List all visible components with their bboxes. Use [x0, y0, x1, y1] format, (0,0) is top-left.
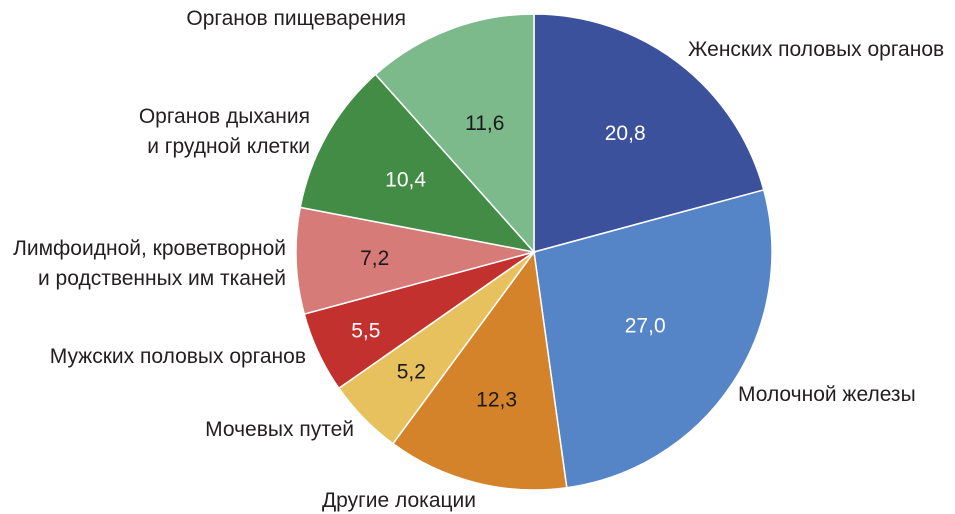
slice-category-label: Лимфоидной, кроветворной и родственных им… [13, 237, 286, 290]
slice-category-label: Молочной железы [738, 383, 916, 406]
pie-slice [295, 206, 535, 315]
slice-value-label: 12,3 [476, 389, 517, 412]
slice-category-label: Органов дыхания и грудной клетки [139, 105, 310, 158]
pie-slices [295, 13, 773, 491]
value-labels: 20,8 27,0 12,3 5,2 5,5 7,2 10,4 11,6 [351, 112, 665, 412]
pie-slice [391, 250, 568, 491]
slice-value-label: 5,5 [351, 320, 380, 343]
pie-slice [533, 13, 765, 253]
slice-category-label: Органов пищеварения [186, 7, 406, 30]
slice-category-label: Мужских половых органов [50, 345, 306, 368]
slice-value-label: 10,4 [385, 168, 426, 191]
slice-value-label: 5,2 [397, 361, 426, 384]
slice-value-label: 20,8 [605, 122, 646, 145]
pie-slice [299, 73, 537, 254]
pie-slice [374, 13, 535, 254]
slice-value-label: 11,6 [465, 112, 504, 135]
slice-value-label: 27,0 [625, 315, 666, 338]
slice-category-label: Другие локации [322, 489, 476, 512]
pie-slice [533, 189, 773, 489]
slice-category-label: Мочевых путей [205, 418, 354, 441]
slice-category-label: Женских половых органов [688, 38, 944, 61]
category-labels: Женских половых органов Молочной железы Др… [13, 7, 944, 512]
slice-value-label: 7,2 [360, 247, 389, 270]
